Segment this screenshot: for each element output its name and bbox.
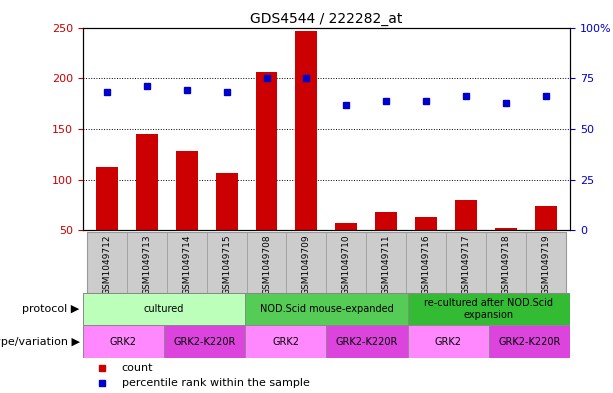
Text: re-cultured after NOD.Scid
expansion: re-cultured after NOD.Scid expansion xyxy=(424,299,554,320)
Bar xyxy=(535,206,557,281)
Bar xyxy=(367,232,406,293)
Bar xyxy=(135,134,158,281)
Bar xyxy=(96,167,118,281)
Bar xyxy=(415,217,437,281)
Bar xyxy=(87,232,127,293)
Text: GRK2: GRK2 xyxy=(435,336,462,347)
Bar xyxy=(245,325,327,358)
Bar xyxy=(164,325,245,358)
Bar xyxy=(286,232,327,293)
Bar xyxy=(408,325,489,358)
Bar xyxy=(246,232,286,293)
Text: GSM1049718: GSM1049718 xyxy=(501,234,511,295)
Text: GSM1049713: GSM1049713 xyxy=(142,234,151,295)
Text: GSM1049716: GSM1049716 xyxy=(422,234,431,295)
Bar xyxy=(335,223,357,281)
Bar xyxy=(167,232,207,293)
Bar xyxy=(408,293,570,325)
Bar xyxy=(256,72,278,281)
Bar xyxy=(327,232,367,293)
Text: GSM1049709: GSM1049709 xyxy=(302,234,311,295)
Title: GDS4544 / 222282_at: GDS4544 / 222282_at xyxy=(250,13,403,26)
Text: NOD.Scid mouse-expanded: NOD.Scid mouse-expanded xyxy=(259,304,394,314)
Bar xyxy=(446,232,486,293)
Bar xyxy=(216,173,238,281)
Text: GSM1049711: GSM1049711 xyxy=(382,234,391,295)
Text: protocol ▶: protocol ▶ xyxy=(23,304,80,314)
Text: GSM1049715: GSM1049715 xyxy=(222,234,231,295)
Text: GRK2-K220R: GRK2-K220R xyxy=(173,336,236,347)
Text: GRK2: GRK2 xyxy=(272,336,299,347)
Text: GSM1049714: GSM1049714 xyxy=(182,234,191,295)
Text: percentile rank within the sample: percentile rank within the sample xyxy=(122,378,310,387)
Text: GRK2-K220R: GRK2-K220R xyxy=(498,336,561,347)
Text: GRK2-K220R: GRK2-K220R xyxy=(336,336,398,347)
Text: GSM1049710: GSM1049710 xyxy=(342,234,351,295)
Bar xyxy=(207,232,246,293)
Text: GSM1049719: GSM1049719 xyxy=(542,234,550,295)
Bar xyxy=(489,325,570,358)
Text: genotype/variation ▶: genotype/variation ▶ xyxy=(0,336,80,347)
Bar xyxy=(495,228,517,281)
Bar xyxy=(406,232,446,293)
Bar xyxy=(375,212,397,281)
Bar xyxy=(83,325,164,358)
Bar xyxy=(455,200,477,281)
Text: cultured: cultured xyxy=(144,304,184,314)
Bar xyxy=(245,293,408,325)
Text: count: count xyxy=(122,363,153,373)
Text: GSM1049712: GSM1049712 xyxy=(102,234,111,295)
Text: GSM1049717: GSM1049717 xyxy=(462,234,471,295)
Bar xyxy=(327,325,408,358)
Bar xyxy=(295,31,318,281)
Bar xyxy=(486,232,526,293)
Text: GRK2: GRK2 xyxy=(110,336,137,347)
Bar xyxy=(127,232,167,293)
Bar xyxy=(176,151,197,281)
Bar xyxy=(526,232,566,293)
Text: GSM1049708: GSM1049708 xyxy=(262,234,271,295)
Bar xyxy=(83,293,245,325)
